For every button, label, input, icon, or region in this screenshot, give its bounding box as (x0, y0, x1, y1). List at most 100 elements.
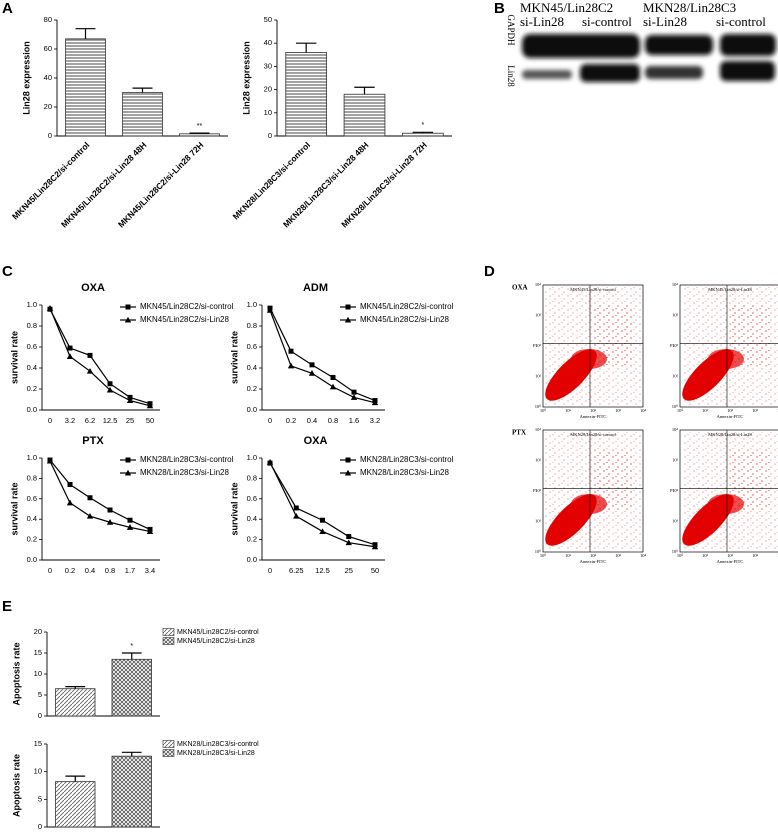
legend-label: MKN45/Lin28C2/si-control (140, 302, 234, 311)
flow-x-label: Annexin-FITC (717, 559, 744, 564)
y-tick-label: 1.0 (247, 453, 257, 462)
flow-x-tick: 10³ (615, 408, 622, 413)
marker (346, 534, 352, 540)
marker (287, 362, 295, 369)
y-tick-label: 5 (38, 690, 42, 699)
x-tick-label: 0 (48, 566, 52, 575)
legend-label: MKN45/Lin28C2/si-control (360, 302, 454, 311)
y-tick-label: 60 (44, 44, 52, 53)
flow-population (571, 349, 607, 369)
legend-marker (345, 457, 351, 463)
flow-y-tick: 10¹ (535, 374, 542, 379)
y-axis-label: Apoptosis rate (11, 642, 21, 705)
legend-swatch (162, 628, 175, 636)
marker (293, 505, 299, 511)
flow-y-tick: 10¹ (672, 519, 679, 524)
y-tick-label: 0.8 (247, 473, 257, 482)
x-tick-label: 0 (268, 566, 272, 575)
flow-y-tick: 10² (535, 343, 542, 348)
x-tick-label: 50 (146, 416, 154, 425)
flow-plot-title: MKN28/Lin28/si-control (570, 432, 616, 437)
y-tick-label: 10 (34, 767, 42, 776)
flow-y-tick: 10⁰ (535, 549, 542, 554)
x-tick-label: 3.2 (370, 416, 380, 425)
flow-y-tick: 10¹ (535, 519, 542, 524)
y-axis-label: Lin28 expression (21, 41, 31, 115)
marker (266, 458, 274, 465)
blot-lane-label: si-Lin28 (520, 14, 564, 29)
marker (126, 524, 134, 530)
line (49, 307, 151, 407)
flow-x-tick: 10³ (615, 553, 622, 558)
y-tick-label: 15 (34, 648, 42, 657)
blot-row-label: Lin28 (506, 65, 516, 87)
marker (66, 499, 74, 506)
legend-label: MKN45/Lin28C2/si-Lin28 (140, 315, 229, 324)
flow-y-tick: 10¹ (672, 374, 679, 379)
flow-y-tick: 10³ (535, 458, 542, 463)
flow-x-tick: 10² (727, 553, 734, 558)
marker (319, 528, 326, 534)
y-tick-label: 0.8 (27, 321, 37, 330)
y-tick-label: 0.4 (247, 363, 257, 372)
error-bar (75, 28, 96, 39)
x-tick-label: 3.4 (145, 566, 155, 575)
y-tick-label: 0.0 (27, 405, 37, 414)
blot-lane-label: si-control (716, 14, 766, 29)
x-tick-label: 0.4 (307, 416, 317, 425)
x-tick-label: 0 (268, 416, 272, 425)
y-tick-label: 0.6 (27, 494, 37, 503)
x-tick-label: 3.2 (65, 416, 75, 425)
marker (67, 482, 73, 488)
blot-row-label: GAPDH (506, 14, 516, 46)
bar (285, 52, 327, 137)
flow-population (708, 349, 744, 369)
bar (55, 781, 96, 828)
y-tick-label: 40 (44, 73, 52, 82)
quadrant-lines (680, 430, 778, 552)
legend-label: MKN45/Lin28C2/si-control (177, 629, 259, 636)
y-axis-label: survival rate (9, 482, 19, 535)
y-tick-label: 20 (34, 627, 42, 636)
x-tick-label: 50 (371, 566, 379, 575)
flow-row-label: OXA (512, 284, 528, 292)
blot-lane-label: si-control (582, 14, 632, 29)
blot-band (645, 66, 703, 79)
bar (111, 755, 152, 828)
bar (343, 93, 386, 137)
marker (106, 386, 114, 393)
flow-population (571, 494, 607, 514)
y-axis-label: survival rate (9, 331, 19, 384)
error-bar (65, 775, 86, 782)
blot-band (580, 64, 640, 82)
marker (126, 397, 134, 404)
panel-label: B (494, 0, 505, 17)
flow-y-label: PI (670, 343, 675, 348)
bar (65, 38, 106, 137)
legend-marker (125, 304, 131, 310)
legend-marker (345, 304, 351, 310)
y-tick-label: 40 (264, 38, 272, 47)
marker (320, 517, 325, 523)
bar (55, 688, 96, 717)
flow-x-tick: 10⁴ (640, 553, 647, 558)
significance-label: * (130, 643, 133, 650)
marker (146, 402, 154, 409)
x-tick-label: 25 (345, 566, 353, 575)
flow-y-tick: 10⁰ (672, 549, 679, 554)
y-tick-label: 0 (268, 131, 272, 140)
y-tick-label: 80 (44, 15, 52, 24)
x-tick-label: 6.2 (85, 416, 95, 425)
blot-group-label: MKN45/Lin28C2 (520, 0, 613, 15)
legend-swatch (162, 637, 175, 645)
flow-x-label: Annexin-FITC (580, 414, 607, 419)
legend-swatch (162, 740, 175, 748)
y-axis-label: survival rate (229, 331, 239, 384)
marker (106, 519, 114, 525)
flow-x-tick: 10³ (752, 408, 759, 413)
marker (371, 543, 379, 550)
y-tick-label: 10 (264, 108, 272, 117)
error-bar (65, 686, 86, 689)
legend-marker (124, 469, 132, 476)
y-tick-label: 20 (44, 102, 52, 111)
